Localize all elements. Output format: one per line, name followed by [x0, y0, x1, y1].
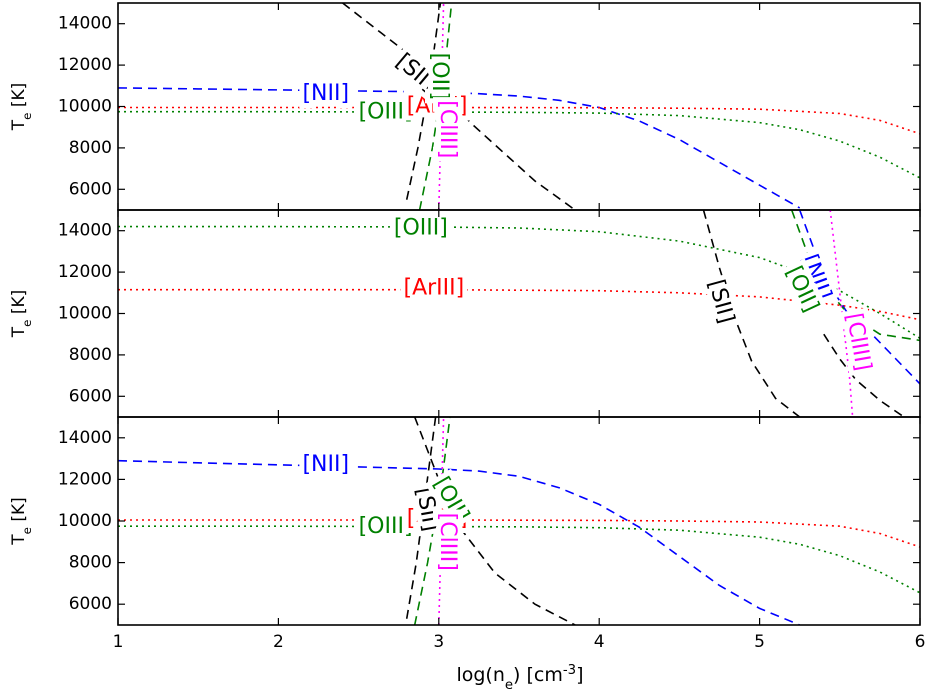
series-line-cliii	[829, 210, 854, 417]
y-tick-label: 6000	[69, 179, 112, 199]
series-line-sii	[405, 3, 442, 200]
series-line-oii	[413, 417, 451, 625]
x-tick-label: 1	[113, 632, 124, 652]
series-line-oiii	[118, 525, 920, 594]
axes-frame	[117, 2, 921, 211]
series-lines	[118, 417, 920, 625]
series-label-oiii: [OIII]	[394, 216, 448, 241]
y-tick-label: 8000	[69, 553, 112, 573]
series-label-nii: [NII]	[302, 81, 349, 106]
series-label-oii: [OII]	[427, 53, 452, 100]
series-label-halo: [OIII]	[359, 514, 413, 539]
x-tick-label: 6	[915, 632, 925, 652]
series-line-sii	[413, 417, 576, 625]
panel-1: [NII][NII][OIII][OIII][ArIII][ArIII][SII…	[9, 2, 921, 211]
y-axis-label: Te [K]	[9, 290, 34, 339]
y-tick-label: 10000	[58, 511, 112, 531]
series-label-halo: [NII]	[302, 452, 349, 477]
series-label-cliii: [ClIII]	[435, 100, 460, 158]
x-tick-label: 2	[273, 632, 284, 652]
series-label-halo: [OIII]	[359, 100, 413, 125]
series-label-halo: [OIII]	[394, 216, 448, 241]
series-label-cliii: [ClIII]	[435, 513, 460, 571]
series-line-oii	[790, 210, 920, 342]
series-label-halo: [OII]	[427, 53, 452, 100]
series-line-oiii	[118, 110, 920, 179]
series-lines	[118, 210, 920, 417]
series-label-halo: [ArIII]	[404, 276, 465, 301]
series-label-nii: [NII]	[302, 452, 349, 477]
series-label-halo: [ArIII]	[407, 506, 468, 531]
y-tick-label: 12000	[58, 469, 112, 489]
axes-frame	[117, 416, 921, 626]
panel-3: [NII][NII][OIII][OIII][ArIII][ArIII][SII…	[9, 416, 925, 652]
series-label-oiii: [OIII]	[359, 100, 413, 125]
series-label-sii: [SII]	[703, 277, 739, 326]
series-label-halo: [ClIII]	[435, 513, 460, 571]
panels: [NII][NII][OIII][OIII][ArIII][ArIII][SII…	[9, 2, 925, 652]
y-tick-label: 8000	[69, 345, 112, 365]
series-label-halo: [ClIII]	[435, 100, 460, 158]
y-tick-label: 14000	[58, 14, 112, 34]
x-axis-label: log(ne) [cm-3]	[456, 663, 583, 690]
y-tick-label: 6000	[69, 386, 112, 406]
series-line-cliii	[438, 3, 445, 210]
series-label-halo: [NII]	[302, 81, 349, 106]
panel-2: [OIII][OIII][ArIII][ArIII] [SII][SII] [NII…	[9, 209, 921, 418]
series-line-nii	[798, 210, 920, 385]
series-line-oii	[418, 3, 453, 210]
series-lines	[118, 3, 920, 210]
series-label-oiii: [OIII]	[359, 514, 413, 539]
y-tick-label: 8000	[69, 138, 112, 158]
x-tick-label: 3	[433, 632, 444, 652]
y-tick-label: 12000	[58, 262, 112, 282]
y-axis-label: Te [K]	[9, 83, 34, 132]
y-axis-label: Te [K]	[9, 497, 34, 546]
series-label-ariii: [ArIII]	[407, 506, 468, 531]
y-tick-label: 14000	[58, 221, 112, 241]
series-line-sii	[823, 333, 905, 417]
y-tick-label: 10000	[58, 304, 112, 324]
series-line-sii	[405, 417, 437, 619]
y-tick-label: 6000	[69, 594, 112, 614]
y-tick-label: 10000	[58, 97, 112, 117]
series-label-ariii: [ArIII]	[407, 94, 468, 119]
x-tick-label: 4	[594, 632, 605, 652]
series-label-halo: [ArIII]	[407, 94, 468, 119]
y-tick-label: 14000	[58, 428, 112, 448]
series-label-cliii: [ClIII]	[841, 311, 876, 373]
series-line-nii	[118, 459, 801, 625]
series-line-sii	[702, 210, 801, 417]
x-tick-label: 5	[754, 632, 765, 652]
y-tick-label: 12000	[58, 55, 112, 75]
series-line-nii	[118, 87, 801, 209]
series-line-cliii	[438, 417, 445, 625]
series-label-ariii: [ArIII]	[404, 276, 465, 301]
series-line-ariii	[118, 519, 920, 548]
